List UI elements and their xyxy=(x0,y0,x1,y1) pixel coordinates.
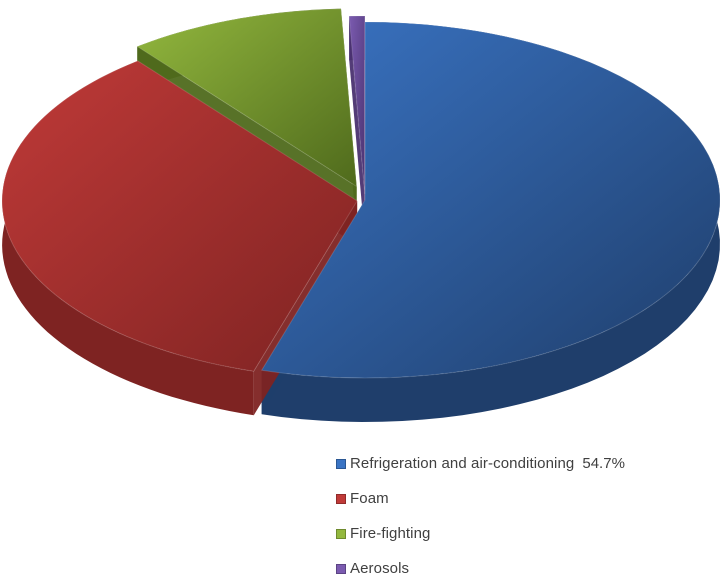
pie-chart xyxy=(1,8,721,422)
legend-swatch xyxy=(336,493,346,504)
legend-value: 54.7% xyxy=(582,455,625,472)
legend-label: Fire-fighting xyxy=(350,525,431,542)
legend-swatch xyxy=(336,563,346,574)
slice-foam xyxy=(1,60,358,372)
legend-item-refrigeration: Refrigeration and air-conditioning 54.7% xyxy=(336,446,625,481)
legend-item-aerosols: Aerosols xyxy=(336,551,625,586)
legend-label: Aerosols xyxy=(350,560,410,577)
legend-swatch xyxy=(336,458,346,469)
legend: Refrigeration and air-conditioning 54.7%… xyxy=(336,446,625,586)
legend-item-fire-fighting: Fire-fighting xyxy=(336,516,625,551)
legend-label: Refrigeration and air-conditioning xyxy=(350,455,575,472)
slice-fire-fighting xyxy=(136,8,358,188)
legend-item-foam: Foam xyxy=(336,481,625,516)
legend-swatch xyxy=(336,528,346,539)
slice-aerosols xyxy=(348,15,366,195)
slice-refrigeration-and-air-conditioning xyxy=(260,21,721,379)
legend-label: Foam xyxy=(350,490,389,507)
